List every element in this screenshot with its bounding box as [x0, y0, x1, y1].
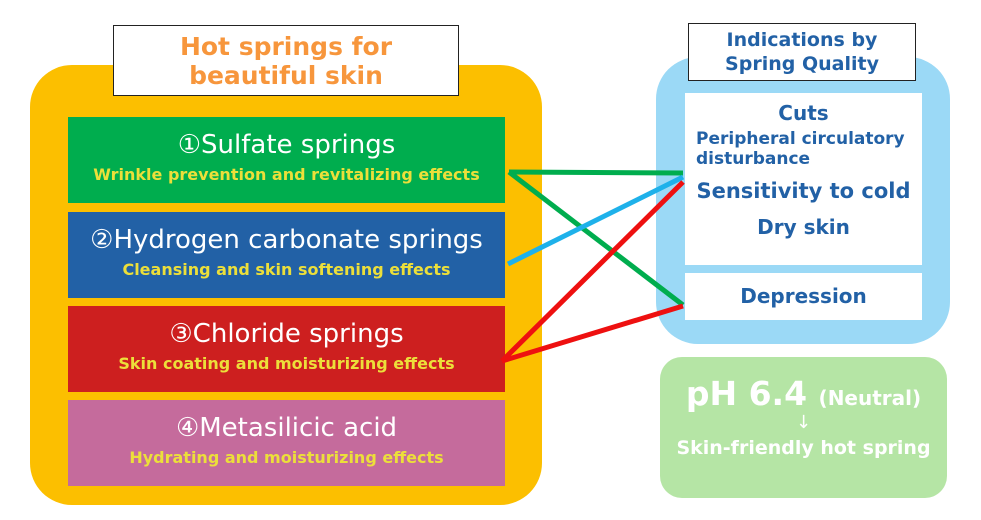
ph-result: Skin-friendly hot spring [676, 437, 931, 459]
right-title: Indications by Spring Quality [688, 23, 916, 81]
arrow-down-icon: ↓ [795, 412, 812, 433]
left-title: Hot springs for beautiful skin [113, 25, 459, 96]
line-chloride-depression [501, 303, 684, 364]
spring-effect: Cleansing and skin softening effects [122, 260, 451, 279]
spring-effect: Hydrating and moisturizing effects [129, 448, 444, 467]
spring-name: ③Chloride springs [169, 319, 404, 349]
spring-name: ④Metasilicic acid [175, 413, 398, 443]
spring-chloride: ③Chloride springs Skin coating and moistu… [68, 306, 505, 392]
spring-effect: Skin coating and moisturizing effects [118, 354, 455, 373]
ph-value: pH 6.4 [685, 374, 808, 413]
spring-sulfate: ①Sulfate springs Wrinkle prevention and r… [68, 117, 505, 203]
indication-cuts: Cuts [778, 101, 829, 125]
indication-depression: Depression [685, 273, 922, 320]
spring-name: ②Hydrogen carbonate springs [90, 225, 483, 255]
indication-dry-skin: Dry skin [757, 215, 850, 239]
indication-cold: Sensitivity to cold [696, 179, 911, 203]
indication-circulatory: Peripheral circulatory disturbance [696, 129, 905, 169]
spring-effect: Wrinkle prevention and revitalizing effe… [93, 165, 480, 184]
line-sulfate-depression [507, 170, 685, 307]
line-chloride-indications [500, 180, 685, 363]
spring-hydrogen-carbonate: ②Hydrogen carbonate springs Cleansing and… [68, 212, 505, 298]
indications-box: Cuts Peripheral circulatory disturbance … [685, 93, 922, 265]
spring-name: ①Sulfate springs [177, 130, 396, 160]
spring-metasilicic: ④Metasilicic acid Hydrating and moisturiz… [68, 400, 505, 486]
ph-box: pH 6.4 (Neutral) ↓ Skin-friendly hot spr… [660, 357, 947, 498]
ph-label: (Neutral) [818, 386, 922, 410]
line-sulfate-indications [508, 169, 684, 176]
line-bicarbonate-indications [506, 174, 685, 267]
